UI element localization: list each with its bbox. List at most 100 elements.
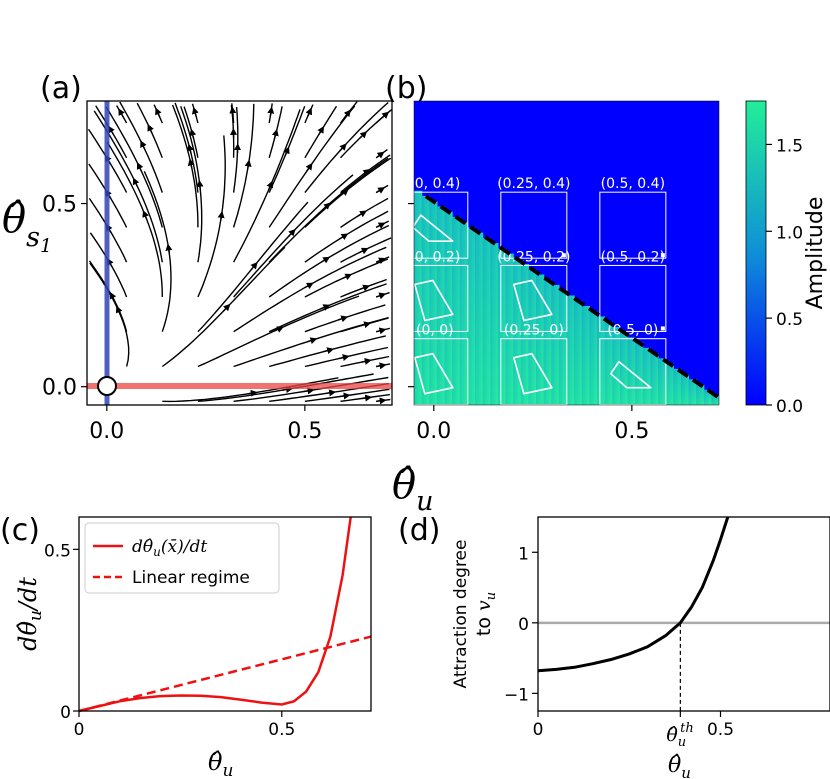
- inset-shape: [414, 352, 454, 395]
- heatmap-column: [505, 253, 514, 405]
- ylabel-d-line2: to vu: [473, 592, 499, 636]
- stream-arrow: [361, 394, 373, 402]
- stream-arrow: [191, 106, 199, 117]
- colorbar: 0.0 0.5 1.0 1.5 Amplitude: [745, 100, 828, 417]
- stream-arrow: [304, 282, 314, 290]
- heatmap-column: [482, 237, 491, 405]
- x-tick-label: 0.5: [268, 720, 295, 740]
- ticks-a: 0.0 0.5 0.0 0.5: [42, 193, 322, 444]
- streamline: [304, 346, 389, 368]
- inset-frame: [401, 338, 469, 406]
- stream-arrow: [342, 273, 353, 281]
- inset-panel: (0.5, 0): [599, 323, 667, 406]
- x-tick-label: 0.0: [89, 419, 124, 444]
- stream-arrow: [380, 111, 390, 119]
- y-tick-label: 0.5: [42, 193, 77, 218]
- stream-arrow: [132, 177, 140, 187]
- heatmap-column: [459, 222, 468, 405]
- stream-arrow: [339, 354, 350, 361]
- stream-arrow: [108, 125, 115, 135]
- legend-c: dθ̂u(x̄)/dt Linear regime: [84, 522, 280, 594]
- stream-arrow: [305, 107, 313, 118]
- attraction-curve-line: [537, 516, 730, 673]
- x-tick-label: 0.0: [416, 419, 451, 444]
- streamline: [105, 106, 163, 228]
- fixed-point-marker: [97, 376, 117, 396]
- y-tick-label: 0: [60, 703, 71, 723]
- axes-frame-c: [78, 516, 372, 712]
- y-tick-label: 0.5: [44, 541, 71, 561]
- heatmap-column: [703, 389, 712, 405]
- heatmap-column: [589, 311, 598, 405]
- heatmap-column: [475, 232, 484, 405]
- axes-frame-b: [413, 100, 720, 406]
- stream-arrow: [229, 106, 237, 117]
- heatmap-column: [604, 321, 613, 405]
- inset-panel: (0, 0): [401, 323, 469, 406]
- inset-frame: [401, 191, 469, 259]
- stream-arrow: [305, 162, 313, 172]
- stream-arrow: [322, 202, 331, 210]
- ylabel-c: dθ̂u/dt: [14, 577, 46, 651]
- colorbar-gradient: [745, 100, 767, 406]
- inset-shape: [513, 352, 553, 395]
- streamline: [268, 224, 390, 298]
- stream-arrow: [147, 123, 154, 134]
- heatmap-column: [665, 363, 674, 405]
- panel-d: [537, 516, 830, 712]
- stream-arrow: [358, 247, 369, 255]
- inset-frame: [401, 264, 469, 332]
- stream-arrow: [187, 158, 195, 169]
- inset-shape: [412, 214, 454, 242]
- ticks-b: 0.0 0.5: [408, 202, 649, 444]
- inset-panel: (0.25, 0.2): [497, 249, 570, 332]
- stream-arrow: [323, 347, 335, 355]
- stream-arrow: [360, 321, 372, 329]
- legend-box: [84, 522, 280, 594]
- streamline: [136, 102, 163, 159]
- heatmap-column: [642, 347, 651, 405]
- stream-arrow: [247, 389, 258, 397]
- inset-panel: (0, 0.4): [401, 176, 469, 259]
- legend-entry-dashed: Linear regime: [132, 568, 250, 588]
- axes-frame-d: [537, 516, 830, 712]
- inset-frame: [500, 191, 568, 259]
- heatmap-column: [619, 332, 629, 405]
- stream-arrow: [375, 151, 385, 159]
- streamline: [197, 295, 360, 368]
- streamline: [340, 197, 389, 228]
- inset-panel: (0.25, 0): [500, 323, 568, 406]
- stream-arrow: [196, 179, 204, 190]
- inset-panel: (0.5, 0.4): [599, 176, 667, 259]
- inset-label: (0.25, 0): [504, 323, 564, 339]
- y-tick-label: 0.0: [42, 376, 77, 401]
- heatmap-column: [711, 395, 719, 405]
- stream-arrow: [359, 284, 371, 292]
- stream-arrow: [118, 108, 125, 118]
- stream-arrow: [271, 128, 279, 139]
- heatmap-column: [528, 269, 537, 405]
- x-tick-label: 0: [533, 720, 544, 740]
- stream-arrow: [375, 257, 386, 265]
- inset-frame: [599, 191, 667, 259]
- stream-arrow: [340, 188, 349, 196]
- x-tick-label: 0: [74, 720, 85, 740]
- stream-arrow: [109, 291, 117, 302]
- stream-arrow: [376, 362, 387, 370]
- rate-curve-line: [78, 516, 352, 713]
- heatmap-column: [558, 290, 568, 405]
- inset-shape: [414, 279, 454, 322]
- streamline: [304, 304, 386, 333]
- inset-panel: (0, 0.2): [401, 249, 469, 332]
- streamline: [304, 210, 389, 263]
- streamline: [143, 171, 172, 332]
- panel-label-a: (a): [40, 71, 82, 106]
- inset-dot: [660, 253, 665, 258]
- inset-shape: [513, 279, 553, 322]
- heatmap-column: [429, 201, 438, 405]
- streamline: [268, 105, 356, 228]
- colorbar-ticks: 0.0 0.5 1.0 1.5: [766, 136, 803, 417]
- streamline: [268, 106, 306, 193]
- inset-label: (0.5, 0): [607, 323, 658, 339]
- x-tick-label: 0.5: [707, 720, 734, 740]
